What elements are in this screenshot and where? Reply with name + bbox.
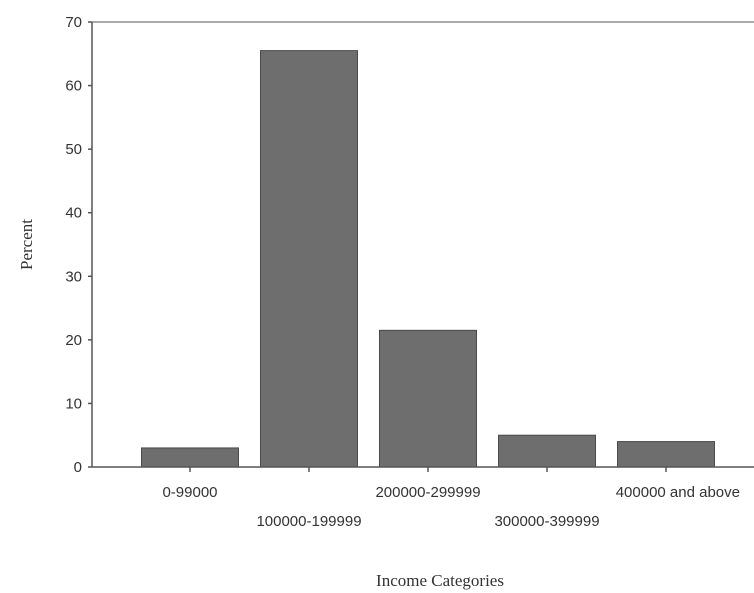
- x-tick-label: 200000-299999: [375, 484, 480, 501]
- x-tick-label: 100000-199999: [256, 513, 361, 530]
- bar: [379, 329, 477, 468]
- y-tick-label: 10: [65, 395, 82, 412]
- y-tick-label: 60: [65, 78, 82, 95]
- x-axis-labels: 0-99000 100000-199999 200000-299999 300000-…: [162, 467, 740, 530]
- y-tick-label: 30: [65, 268, 82, 285]
- x-tick-label: 400000 and above: [616, 484, 740, 501]
- y-tick-label: 40: [65, 205, 82, 222]
- x-tick-label: 300000-399999: [494, 513, 599, 530]
- x-tick-label: 0-99000: [162, 484, 217, 501]
- y-axis-title: Percent: [17, 219, 36, 270]
- bar: [141, 447, 239, 468]
- bar: [617, 441, 715, 468]
- bar: [498, 434, 596, 468]
- y-axis-ticks: 0 10 20 30 40 50 60 70: [65, 14, 92, 476]
- bars: [141, 50, 715, 468]
- y-tick-label: 50: [65, 141, 82, 158]
- y-tick-label: 20: [65, 332, 82, 349]
- x-axis-title: Income Categories: [376, 571, 504, 590]
- y-tick-label: 0: [74, 459, 82, 476]
- bar: [260, 50, 358, 468]
- y-tick-label: 70: [65, 14, 82, 31]
